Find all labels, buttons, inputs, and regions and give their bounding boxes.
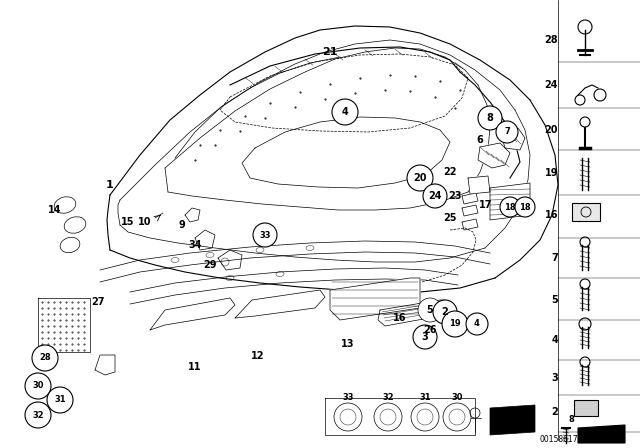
Text: 8: 8 [568, 415, 574, 425]
FancyBboxPatch shape [574, 400, 598, 416]
Text: 7: 7 [504, 128, 510, 137]
Text: 18: 18 [504, 202, 516, 211]
Text: 3: 3 [422, 332, 428, 342]
Polygon shape [478, 143, 510, 168]
Circle shape [443, 403, 471, 431]
Text: 33: 33 [342, 392, 354, 401]
Circle shape [253, 223, 277, 247]
Polygon shape [490, 405, 535, 435]
Polygon shape [578, 425, 625, 443]
Circle shape [500, 197, 520, 217]
Text: 2: 2 [551, 407, 558, 417]
Text: 1: 1 [106, 180, 114, 190]
Circle shape [47, 387, 73, 413]
Text: 26: 26 [423, 325, 436, 335]
Text: 18: 18 [519, 202, 531, 211]
Text: 2: 2 [442, 307, 449, 317]
Text: 29: 29 [204, 260, 217, 270]
Text: 5: 5 [427, 305, 433, 315]
Text: 11: 11 [188, 362, 202, 372]
Text: 30: 30 [32, 382, 44, 391]
FancyBboxPatch shape [572, 203, 600, 221]
Text: 28: 28 [545, 35, 558, 45]
Text: 32: 32 [382, 392, 394, 401]
Text: 4: 4 [342, 107, 348, 117]
Text: 24: 24 [428, 191, 442, 201]
Text: 31: 31 [54, 396, 66, 405]
Circle shape [413, 325, 437, 349]
Circle shape [25, 373, 51, 399]
Text: 22: 22 [444, 167, 457, 177]
Circle shape [32, 345, 58, 371]
Polygon shape [330, 278, 420, 320]
Circle shape [374, 403, 402, 431]
Text: 14: 14 [48, 205, 61, 215]
Text: 25: 25 [444, 213, 457, 223]
Circle shape [433, 300, 457, 324]
Text: 9: 9 [179, 220, 186, 230]
Circle shape [580, 117, 590, 127]
Text: 19: 19 [545, 168, 558, 178]
Circle shape [442, 311, 468, 337]
Text: 16: 16 [393, 313, 407, 323]
Text: 27: 27 [92, 297, 105, 307]
Text: 20: 20 [413, 173, 427, 183]
Text: 34: 34 [188, 240, 202, 250]
Text: 32: 32 [32, 410, 44, 419]
Text: 21: 21 [323, 47, 338, 57]
Circle shape [407, 165, 433, 191]
Text: 4: 4 [551, 335, 558, 345]
Circle shape [466, 313, 488, 335]
Text: 8: 8 [486, 113, 493, 123]
Polygon shape [38, 298, 90, 352]
Circle shape [411, 403, 439, 431]
Text: 20: 20 [545, 125, 558, 135]
Polygon shape [500, 128, 525, 150]
Text: 5: 5 [551, 295, 558, 305]
Text: 33: 33 [259, 231, 271, 240]
Text: 16: 16 [545, 210, 558, 220]
Polygon shape [468, 176, 490, 194]
Text: 24: 24 [545, 80, 558, 90]
Circle shape [496, 121, 518, 143]
Text: 3: 3 [551, 373, 558, 383]
Text: 19: 19 [449, 319, 461, 328]
Circle shape [418, 298, 442, 322]
Text: 00158617: 00158617 [540, 435, 579, 444]
Text: 13: 13 [341, 339, 355, 349]
Text: 23: 23 [448, 191, 461, 201]
Text: 31: 31 [419, 392, 431, 401]
Text: 30: 30 [451, 392, 463, 401]
Circle shape [515, 197, 535, 217]
Circle shape [478, 106, 502, 130]
Circle shape [334, 403, 362, 431]
Circle shape [25, 402, 51, 428]
Text: 15: 15 [121, 217, 135, 227]
Text: 17: 17 [479, 200, 493, 210]
Circle shape [332, 99, 358, 125]
Text: 4: 4 [474, 319, 480, 328]
Text: 7: 7 [551, 253, 558, 263]
Text: 28: 28 [39, 353, 51, 362]
Polygon shape [378, 300, 445, 326]
Text: 10: 10 [138, 217, 152, 227]
Text: 12: 12 [252, 351, 265, 361]
Circle shape [423, 184, 447, 208]
Text: 6: 6 [477, 135, 483, 145]
Polygon shape [490, 183, 530, 220]
